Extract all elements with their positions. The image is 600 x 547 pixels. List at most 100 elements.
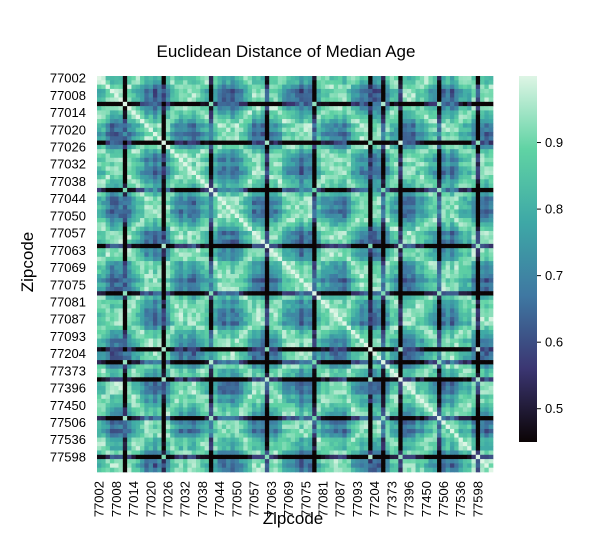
heatmap-cell <box>363 80 369 85</box>
heatmap-cell <box>140 256 145 262</box>
heatmap-cell <box>333 144 339 150</box>
heatmap-cell <box>251 97 257 103</box>
heatmap-cell <box>329 295 335 301</box>
heatmap-cell <box>394 239 399 245</box>
heatmap-cell <box>174 226 180 232</box>
heatmap-cell <box>424 114 429 120</box>
heatmap-cell <box>368 256 373 262</box>
heatmap-cell <box>135 200 141 206</box>
heatmap-cell <box>342 187 347 193</box>
heatmap-cell <box>140 166 145 172</box>
heatmap-cell <box>196 166 201 172</box>
heatmap-cell <box>394 248 399 253</box>
heatmap-cell <box>449 144 455 150</box>
heatmap-cell <box>226 304 231 309</box>
heatmap-cell <box>208 101 214 107</box>
heatmap-cell <box>488 119 494 124</box>
heatmap-cell <box>437 226 442 232</box>
heatmap-cell <box>346 269 352 275</box>
heatmap-cell <box>424 304 429 309</box>
heatmap-cell <box>454 226 459 232</box>
heatmap-cell <box>467 291 472 296</box>
heatmap-cell <box>449 127 455 133</box>
heatmap-cell <box>269 304 274 309</box>
heatmap-cell <box>299 261 304 266</box>
heatmap-cell <box>376 114 382 120</box>
heatmap-cell <box>118 166 124 172</box>
heatmap-cell <box>217 243 223 249</box>
heatmap-cell <box>462 213 468 219</box>
heatmap-cell <box>406 192 412 197</box>
heatmap-cell <box>105 196 111 202</box>
heatmap-cell <box>467 209 472 215</box>
heatmap-cell <box>243 140 248 146</box>
heatmap-cell <box>320 222 326 227</box>
heatmap-cell <box>355 76 360 81</box>
heatmap-cell <box>381 183 386 189</box>
heatmap-cell <box>342 286 347 292</box>
heatmap-cell <box>140 282 145 288</box>
heatmap-cell <box>135 209 141 215</box>
heatmap-cell <box>419 213 425 219</box>
heatmap-cell <box>101 162 106 167</box>
heatmap-cell <box>363 213 369 219</box>
heatmap-cell <box>488 239 494 245</box>
heatmap-cell <box>368 84 373 90</box>
heatmap-cell <box>152 157 158 163</box>
heatmap-cell <box>355 239 360 245</box>
heatmap-cell <box>264 80 270 85</box>
heatmap-cell <box>131 308 137 314</box>
heatmap-cell <box>165 205 171 210</box>
heatmap-cell <box>196 179 201 184</box>
heatmap-cell <box>234 179 240 184</box>
heatmap-cell <box>303 175 309 180</box>
heatmap-cell <box>385 209 391 215</box>
heatmap-cell <box>368 162 373 167</box>
heatmap-cell <box>320 261 326 266</box>
heatmap-cell <box>226 106 231 111</box>
heatmap-cell <box>402 127 408 133</box>
heatmap-cell <box>187 110 193 116</box>
heatmap-cell <box>239 261 244 266</box>
heatmap-cell <box>282 114 287 120</box>
heatmap-cell <box>204 166 210 172</box>
heatmap-cell <box>251 101 257 107</box>
heatmap-cell <box>389 304 395 309</box>
heatmap-cell <box>471 213 477 219</box>
heatmap-cell <box>277 175 283 180</box>
heatmap-cell <box>406 295 412 301</box>
heatmap-cell <box>234 80 240 85</box>
heatmap-cell <box>419 149 425 154</box>
heatmap-cell <box>441 131 446 137</box>
heatmap-cell <box>208 166 214 172</box>
heatmap-cell <box>109 162 115 167</box>
heatmap-cell <box>251 205 257 210</box>
heatmap-cell <box>316 76 322 81</box>
heatmap-cell <box>196 149 201 154</box>
heatmap-cell <box>131 256 137 262</box>
heatmap-cell <box>217 170 223 176</box>
heatmap-cell <box>320 84 326 90</box>
heatmap-cell <box>234 256 240 262</box>
heatmap-cell <box>467 243 472 249</box>
heatmap-cell <box>152 299 158 305</box>
heatmap-cell <box>200 291 205 296</box>
heatmap-cell <box>217 235 223 240</box>
heatmap-cell <box>165 131 171 137</box>
heatmap-cell <box>277 93 283 98</box>
heatmap-cell <box>161 213 167 219</box>
heatmap-cell <box>307 235 313 240</box>
heatmap-cell <box>363 93 369 98</box>
heatmap-cell <box>264 127 270 133</box>
heatmap-cell <box>213 256 218 262</box>
heatmap-cell <box>243 278 248 283</box>
heatmap-cell <box>333 80 339 85</box>
heatmap-cell <box>282 252 287 258</box>
heatmap-cell <box>260 196 266 202</box>
heatmap-cell <box>441 136 446 141</box>
heatmap-cell <box>256 166 261 172</box>
heatmap-cell <box>458 226 464 232</box>
heatmap-cell <box>359 235 365 240</box>
heatmap-cell <box>101 205 106 210</box>
heatmap-cell <box>264 243 270 249</box>
